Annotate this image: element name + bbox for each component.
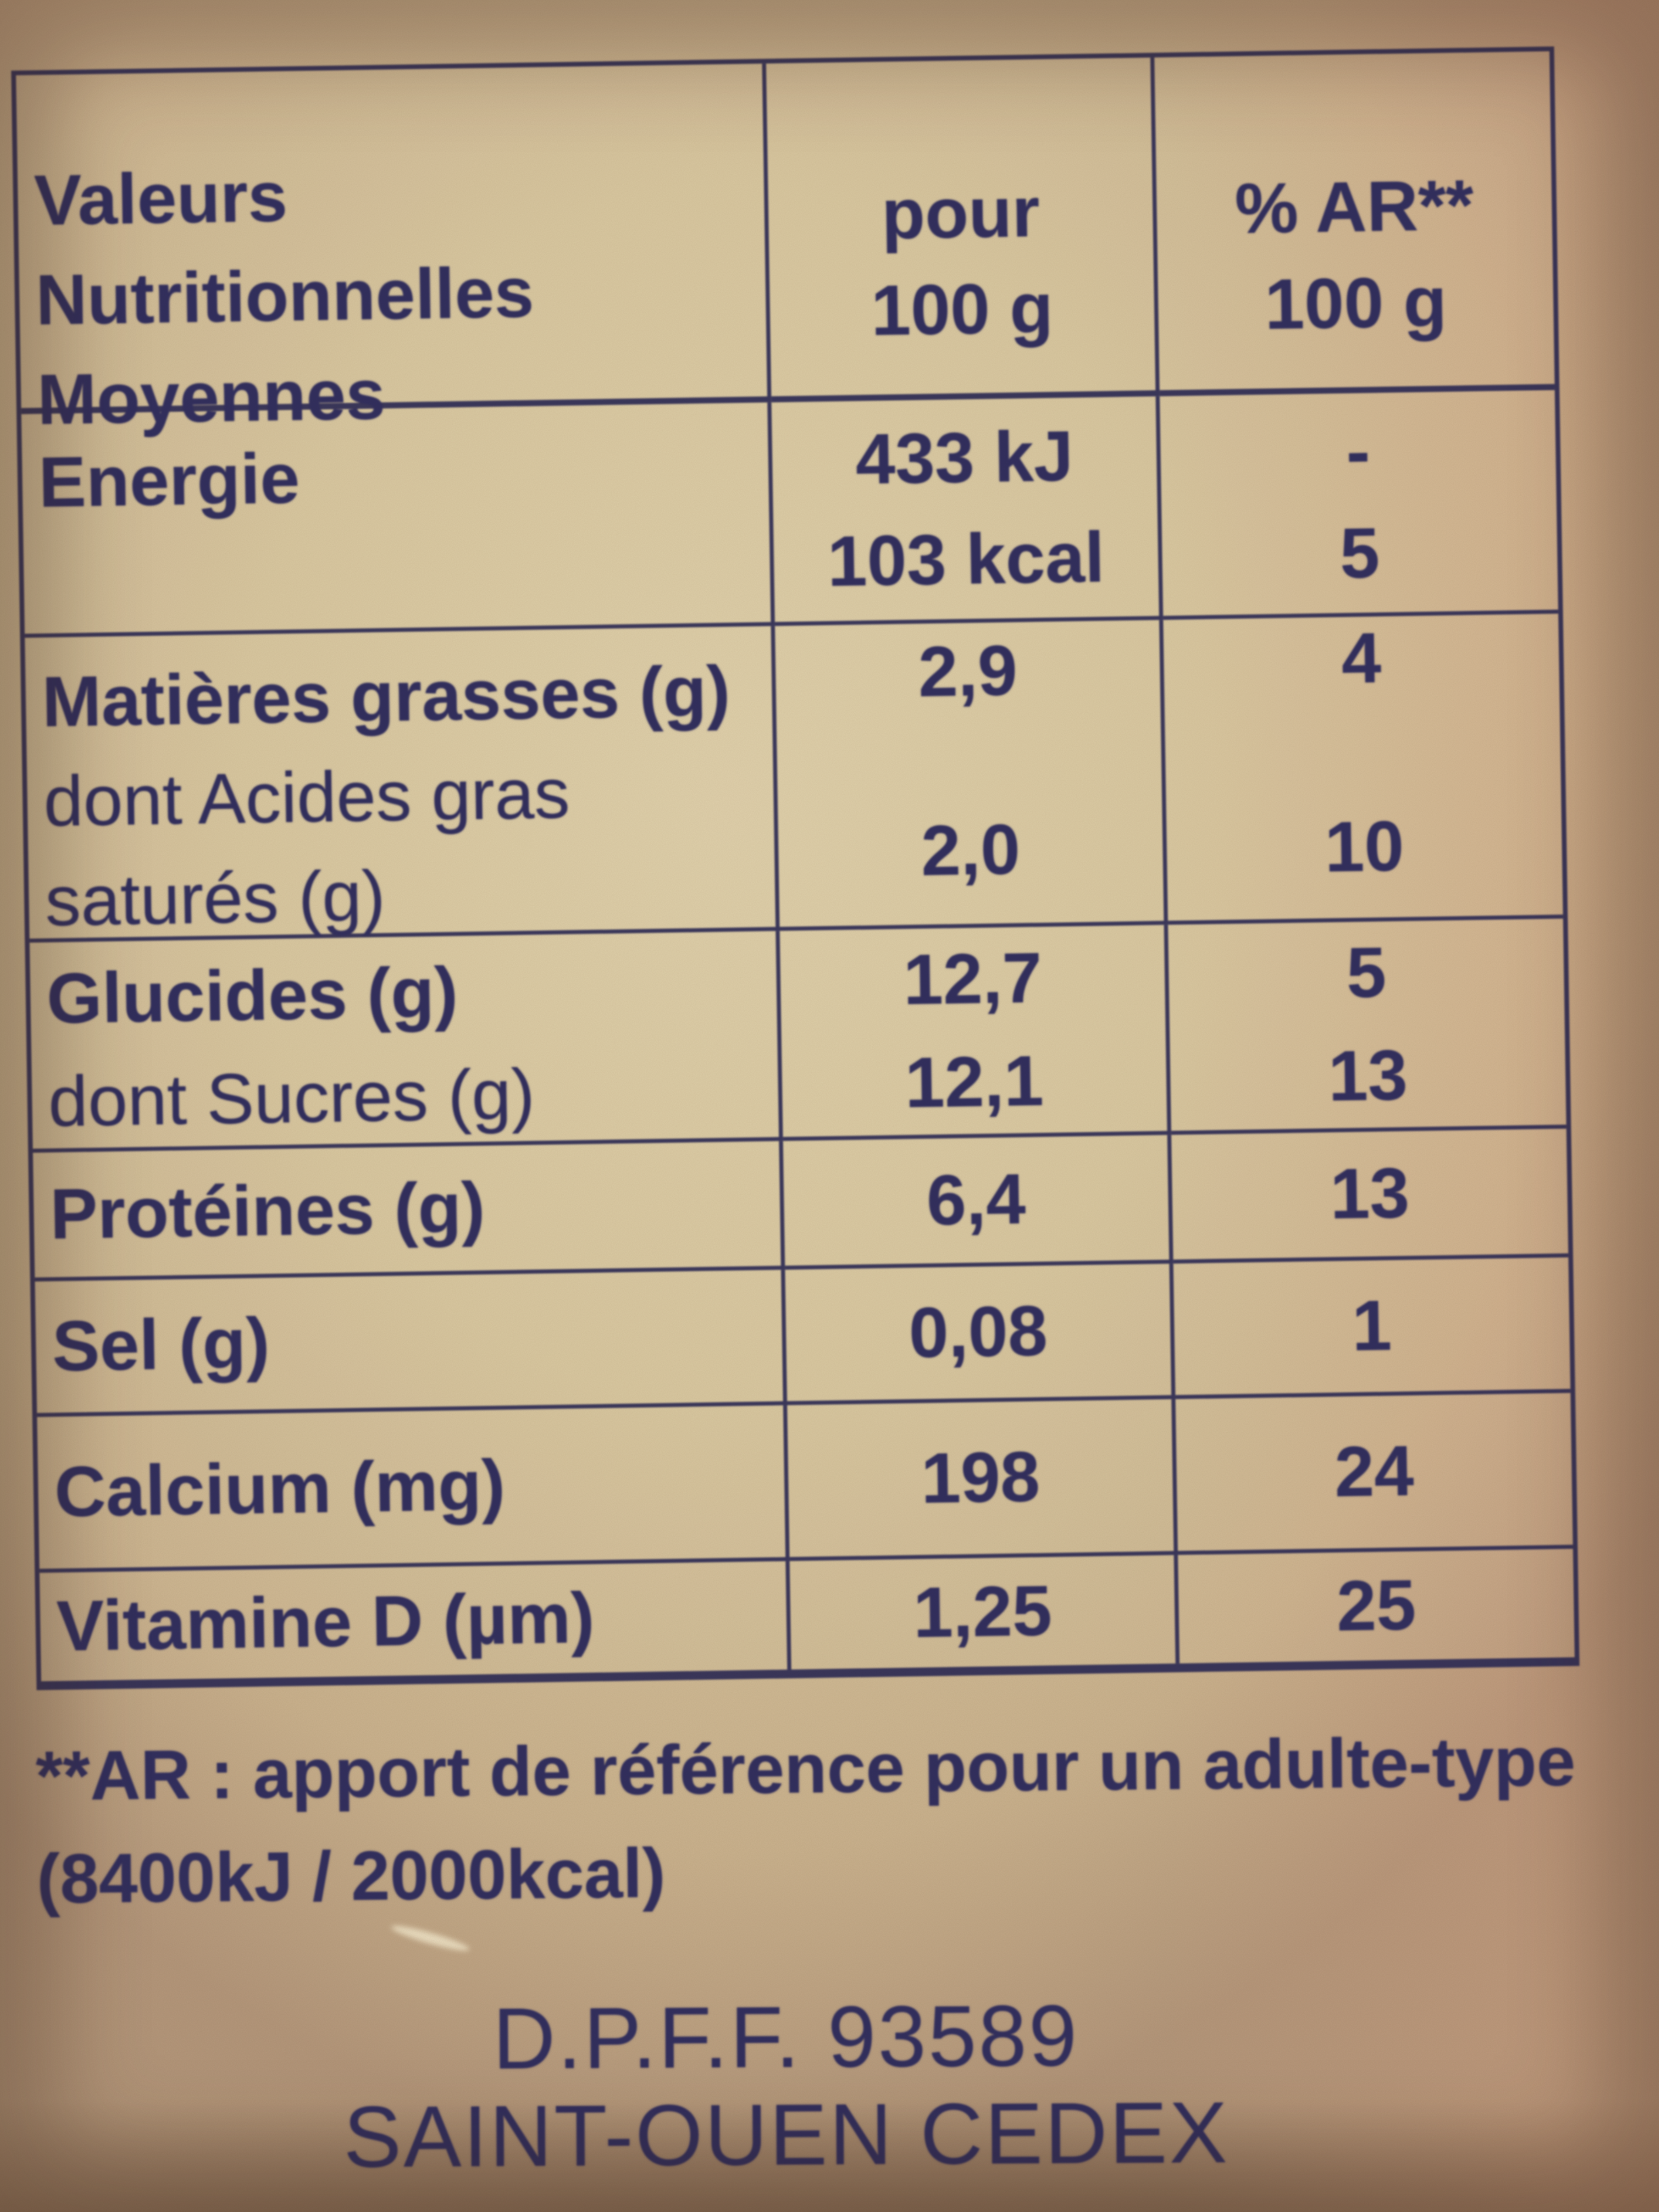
energie-ar-dash: - (1345, 411, 1371, 492)
matieres-grasses-ar-cell: 4 10 (1163, 613, 1563, 925)
sel-label-cell: Sel (g) (35, 1269, 787, 1417)
matieres-grasses-value-cell: 2,9 2,0 (775, 619, 1168, 931)
manufacturer-address: D.P.F.F. 93589 SAINT-OUEN CEDEX (0, 1985, 1616, 2189)
vitamine-d-ar: 25 (1336, 1565, 1417, 1646)
glucides-label: Glucides (g) (46, 953, 459, 1039)
header-percent-ar-line: 100 g (1264, 262, 1448, 345)
calcium-ar: 24 (1334, 1431, 1414, 1512)
vitamine-d-label: Vitamine D (µm) (56, 1578, 596, 1666)
ar-footnote-line: (8400kJ / 2000kcal) (36, 1834, 666, 1918)
satures-value: 2,0 (920, 810, 1021, 891)
calcium-label: Calcium (mg) (54, 1446, 506, 1532)
matieres-grasses-label-cell: Matières grasses (g) dont Acides gras sa… (24, 626, 780, 943)
proteines-label: Protéines (g) (49, 1168, 486, 1254)
sucres-value: 12,1 (904, 1041, 1044, 1123)
energie-kcal-value: 103 kcal (827, 518, 1105, 602)
proteines-value: 6,4 (926, 1159, 1027, 1241)
sel-value: 0,08 (908, 1291, 1048, 1373)
header-per-100g-cell: pour 100 g (766, 57, 1160, 403)
header-title-line: Nutritionnelles (35, 253, 535, 340)
sel-value-cell: 0,08 (785, 1263, 1176, 1406)
calcium-label-cell: Calcium (mg) (37, 1405, 790, 1573)
energie-ar-cell: - 5 (1160, 390, 1559, 620)
sel-ar-cell: 1 (1173, 1257, 1571, 1399)
glucides-value: 12,7 (903, 938, 1043, 1020)
calcium-value: 198 (920, 1437, 1041, 1519)
ar-footnote: **AR : apport de référence pour un adult… (35, 1709, 1637, 1931)
header-per-100g-line: 100 g (870, 268, 1054, 351)
calcium-value-cell: 198 (787, 1399, 1179, 1561)
satures-ar: 10 (1324, 806, 1405, 887)
glucides-label-cell: Glucides (g) dont Sucres (g) (29, 930, 783, 1153)
glucides-ar-cell: 5 13 (1168, 918, 1567, 1135)
glucides-ar: 5 (1345, 933, 1387, 1013)
glucides-value-cell: 12,7 12,1 (779, 924, 1172, 1141)
energie-label-cell: Energie (21, 402, 775, 638)
energie-ar-value: 5 (1339, 513, 1380, 594)
header-percent-ar-cell: % AR** 100 g (1154, 51, 1555, 396)
address-city-line: SAINT-OUEN CEDEX (343, 2084, 1230, 2186)
matieres-grasses-ar: 4 (1340, 618, 1382, 699)
proteines-label-cell: Protéines (g) (33, 1141, 785, 1282)
matieres-grasses-value: 2,9 (918, 631, 1018, 712)
ar-footnote-line: **AR : apport de référence pour un adult… (35, 1722, 1576, 1815)
sucres-ar: 13 (1328, 1036, 1408, 1116)
energie-value-cell: 433 kJ 103 kcal (771, 396, 1164, 626)
proteines-ar: 13 (1329, 1153, 1410, 1234)
header-title-cell: Valeurs Nutritionnelles Moyennes (16, 63, 772, 440)
proteines-value-cell: 6,4 (783, 1134, 1174, 1270)
calcium-ar-cell: 24 (1175, 1393, 1574, 1555)
sucres-sub-label: dont Sucres (g) (47, 1054, 536, 1142)
vitamine-d-ar-cell: 25 (1178, 1549, 1574, 1663)
vitamine-d-value: 1,25 (912, 1571, 1052, 1653)
energie-kj-value: 433 kJ (855, 416, 1074, 499)
address-dpff-line: D.P.F.F. 93589 (492, 1987, 1080, 2088)
sel-label: Sel (g) (52, 1303, 270, 1387)
proteines-ar-cell: 13 (1171, 1128, 1569, 1264)
vitamine-d-value-cell: 1,25 (790, 1555, 1180, 1670)
header-title-line: Valeurs (33, 157, 288, 241)
acides-gras-sub-label: dont Acides gras (43, 754, 571, 842)
matieres-grasses-label: Matières grasses (g) (41, 651, 731, 742)
vitamine-d-label-cell: Vitamine D (µm) (39, 1561, 792, 1681)
nutrition-table: Valeurs Nutritionnelles Moyennes pour 10… (11, 46, 1580, 1690)
header-percent-ar-line: % AR** (1234, 165, 1475, 249)
header-per-100g-line: pour (880, 172, 1040, 255)
sel-ar: 1 (1351, 1286, 1393, 1366)
energie-label: Energie (38, 438, 301, 523)
